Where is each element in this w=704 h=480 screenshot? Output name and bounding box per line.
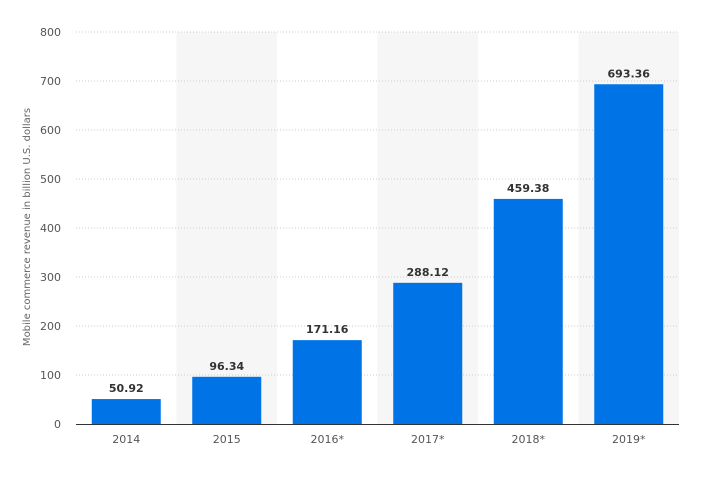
- x-tick-label-2016*: 2016*: [311, 433, 345, 446]
- data-label-2016*: 171.16: [306, 323, 349, 336]
- y-tick-label-600: 600: [40, 124, 61, 137]
- x-tick-label-2018*: 2018*: [512, 433, 546, 446]
- bar-2019*[interactable]: [594, 84, 664, 424]
- y-tick-label-800: 800: [40, 26, 61, 39]
- data-labels: 50.92 96.34 171.16 288.12 459.38 693.36: [109, 67, 650, 395]
- y-tick-label-100: 100: [40, 369, 61, 382]
- bar-2016*[interactable]: [292, 340, 362, 424]
- y-tick-label-200: 200: [40, 320, 61, 333]
- x-tick-label-2017*: 2017*: [411, 433, 445, 446]
- x-tick-label-2019*: 2019*: [612, 433, 646, 446]
- data-label-2019*: 693.36: [608, 67, 651, 80]
- data-label-2014: 50.92: [109, 382, 144, 395]
- y-axis-title: Mobile commerce revenue in billion U.S. …: [22, 108, 33, 346]
- x-axis-ticks: 2014 2015 2016* 2017* 2018* 2019*: [112, 433, 646, 446]
- bars: [91, 84, 664, 424]
- y-tick-label-400: 400: [40, 222, 61, 235]
- y-tick-label-0: 0: [54, 418, 61, 431]
- x-tick-label-2015: 2015: [213, 433, 241, 446]
- bar-2014[interactable]: [91, 399, 161, 424]
- bar-2018*[interactable]: [493, 198, 563, 424]
- data-label-2018*: 459.38: [507, 182, 549, 195]
- data-label-2015: 96.34: [209, 360, 244, 373]
- bar-2017*[interactable]: [393, 282, 463, 424]
- y-tick-label-300: 300: [40, 271, 61, 284]
- bar-2015[interactable]: [192, 376, 262, 424]
- y-tick-label-700: 700: [40, 75, 61, 88]
- data-label-2017*: 288.12: [407, 266, 449, 279]
- y-tick-label-500: 500: [40, 173, 61, 186]
- y-axis-ticks: 0 100 200 300 400 500 600 700 800: [40, 26, 61, 431]
- x-tick-label-2014: 2014: [112, 433, 140, 446]
